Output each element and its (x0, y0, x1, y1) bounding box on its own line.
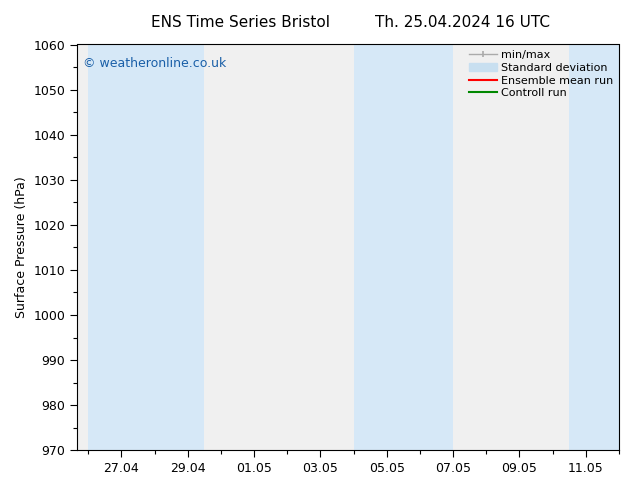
Bar (354, 45, 420, 450)
Text: ENS Time Series Bristol: ENS Time Series Bristol (152, 15, 330, 30)
Y-axis label: Surface Pressure (hPa): Surface Pressure (hPa) (15, 176, 28, 318)
Bar (88, 45, 155, 450)
Legend: min/max, Standard deviation, Ensemble mean run, Controll run: min/max, Standard deviation, Ensemble me… (467, 48, 616, 100)
Bar (569, 45, 619, 450)
Bar (155, 45, 204, 450)
Text: Th. 25.04.2024 16 UTC: Th. 25.04.2024 16 UTC (375, 15, 550, 30)
Bar (420, 45, 453, 450)
Text: © weatheronline.co.uk: © weatheronline.co.uk (82, 57, 226, 70)
